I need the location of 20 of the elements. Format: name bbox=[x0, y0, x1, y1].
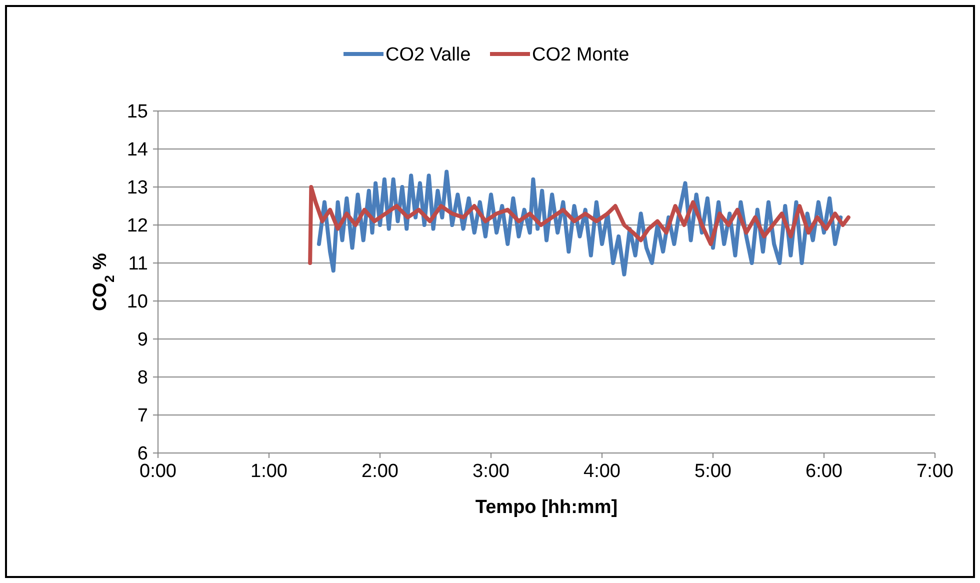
y-tick-label: 13 bbox=[126, 178, 148, 199]
y-tick-label: 8 bbox=[137, 368, 148, 389]
y-tick-label: 9 bbox=[137, 330, 148, 351]
y-tick-label: 10 bbox=[126, 292, 148, 313]
legend-label: CO2 Monte bbox=[532, 44, 630, 66]
x-tick-label: 6:00 bbox=[806, 461, 842, 482]
legend-label: CO2 Valle bbox=[386, 44, 471, 66]
x-tick-label: 2:00 bbox=[362, 461, 398, 482]
line-series bbox=[308, 185, 850, 265]
y-tick-label: 15 bbox=[126, 102, 148, 123]
x-tick-label: 3:00 bbox=[472, 461, 510, 482]
y-tick-label: 7 bbox=[137, 406, 148, 427]
y-tick-label: 14 bbox=[126, 140, 148, 161]
x-tick-label: 4:00 bbox=[584, 461, 620, 482]
y-tick-label: 12 bbox=[126, 216, 148, 237]
x-tick-label: 1:00 bbox=[250, 461, 288, 482]
y-tick-label: 11 bbox=[128, 254, 148, 275]
x-axis-title: Tempo [hh:mm] bbox=[475, 497, 618, 518]
x-tick-label: 5:00 bbox=[694, 461, 732, 482]
x-tick-label: 7:00 bbox=[916, 461, 954, 482]
